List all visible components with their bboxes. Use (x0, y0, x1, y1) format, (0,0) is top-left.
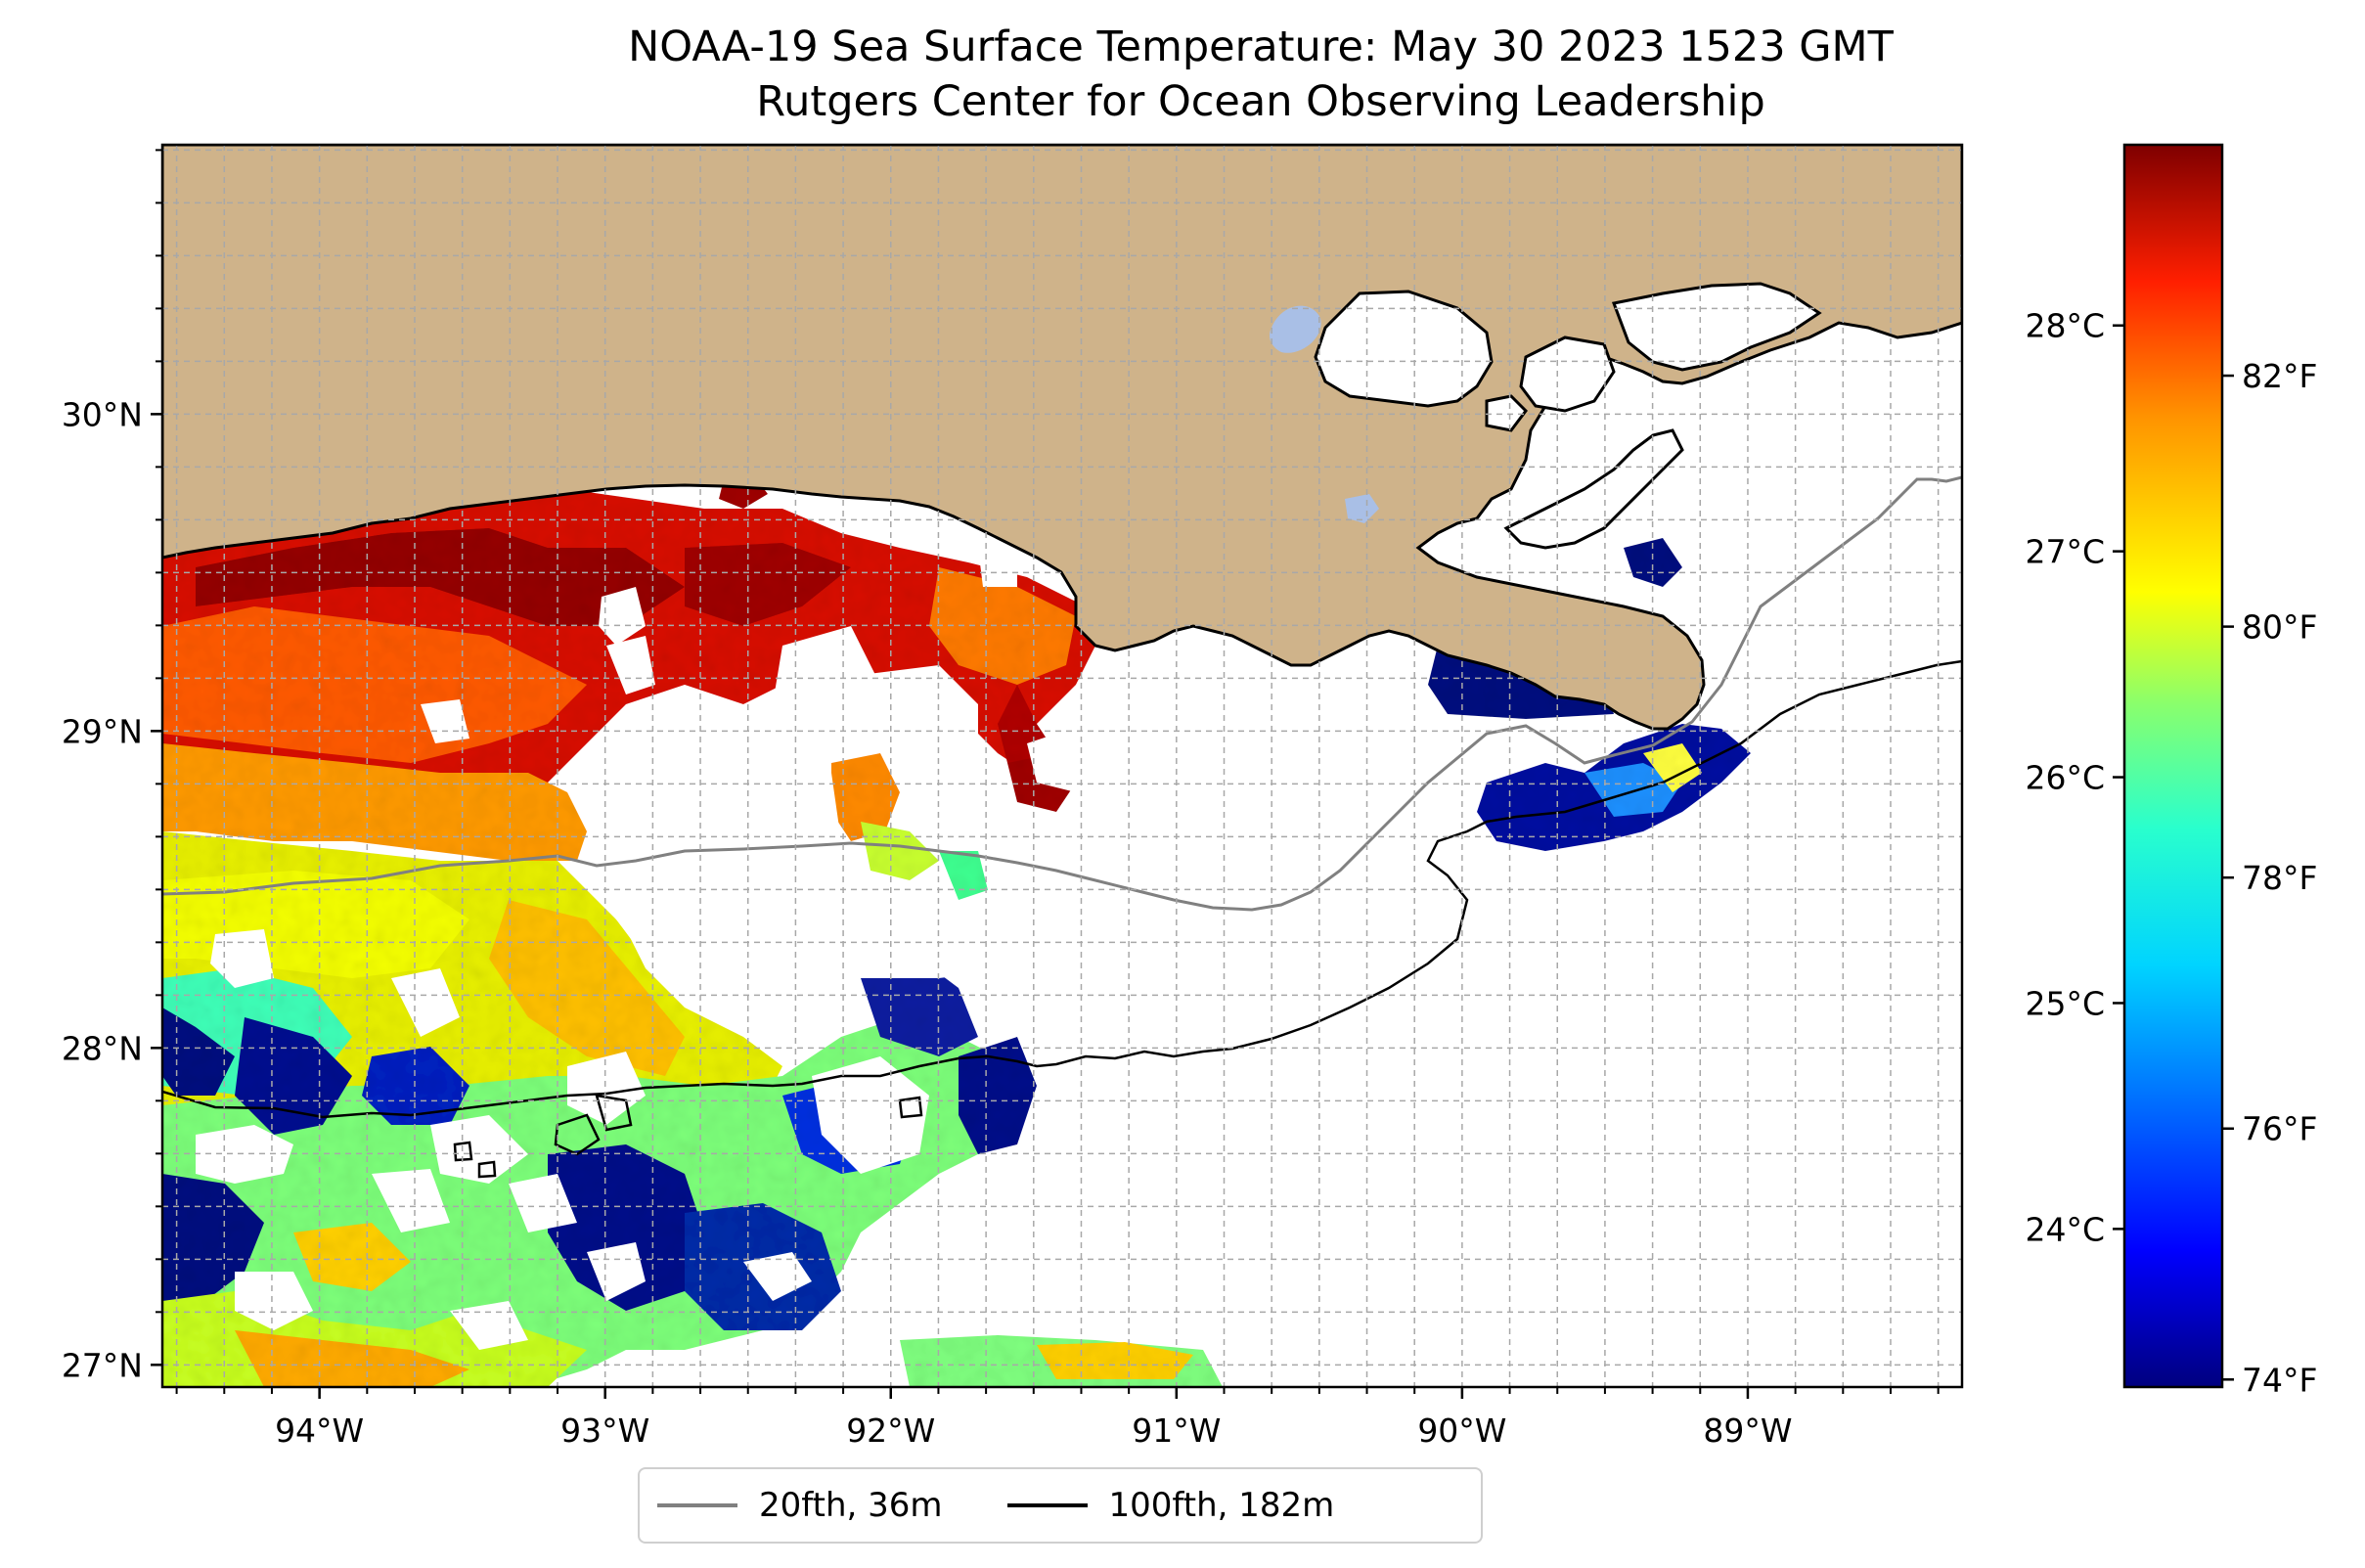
celsius-tick-label: 26°C (2025, 759, 2105, 797)
fahrenheit-tick-label: 82°F (2242, 357, 2317, 395)
lat-tick-label: 29°N (62, 712, 143, 750)
chart-subtitle: Rutgers Center for Ocean Observing Leade… (756, 77, 1765, 126)
lat-tick-label: 28°N (62, 1029, 143, 1067)
lon-tick-label: 90°W (1417, 1411, 1506, 1450)
axis-ticks: 94°W 93°W 92°W 91°W 90°W 89°W 27°N 28°N 29°N 30°N (62, 149, 1940, 1450)
lon-tick-label: 92°W (846, 1411, 935, 1450)
chart-title: NOAA-19 Sea Surface Temperature: May 30 … (628, 22, 1894, 71)
legend-swatch-20fth (657, 1503, 737, 1507)
lon-tick-label: 93°W (560, 1411, 649, 1450)
inland-water (1314, 282, 1822, 550)
inland-lake-shade (1345, 494, 1379, 523)
gridlines (162, 145, 1962, 1387)
celsius-tick-label: 27°C (2025, 533, 2105, 571)
celsius-tick-label: 25°C (2025, 984, 2105, 1022)
colorbar-ticks: 24°C 25°C 26°C 27°C 28°C 74°F 76°F 78°F 80°F 82°F (2025, 307, 2317, 1400)
legend-item-100fth: 100fth, 182m (990, 1486, 1335, 1525)
fahrenheit-tick-label: 76°F (2242, 1110, 2317, 1148)
fahrenheit-tick-label: 80°F (2242, 608, 2317, 647)
lon-tick-label: 89°W (1703, 1411, 1792, 1450)
lake-pontchartrain-shade (1270, 305, 1321, 353)
celsius-tick-label: 28°C (2025, 307, 2105, 345)
contour-20fth (162, 475, 1962, 912)
colorbar (2122, 143, 2224, 1389)
contour-100fth (162, 659, 1962, 1119)
legend-item-20fth: 20fth, 36m (640, 1486, 943, 1525)
legend: 20fth, 36m 100fth, 182m (638, 1467, 1483, 1544)
legend-label-20fth: 20fth, 36m (759, 1486, 943, 1525)
fahrenheit-tick-label: 74°F (2242, 1361, 2317, 1399)
fahrenheit-tick-label: 78°F (2242, 859, 2317, 897)
map-frame (160, 143, 1964, 1389)
contour-island-loops (453, 1094, 923, 1179)
lon-tick-label: 91°W (1132, 1411, 1221, 1450)
lon-tick-label: 94°W (275, 1411, 364, 1450)
lat-tick-label: 30°N (62, 395, 143, 433)
legend-label-100fth: 100fth, 182m (1108, 1486, 1335, 1525)
lat-tick-label: 27°N (62, 1346, 143, 1384)
sst-field (162, 313, 1751, 1387)
legend-swatch-100fth (1006, 1503, 1088, 1507)
celsius-tick-label: 24°C (2025, 1210, 2105, 1248)
